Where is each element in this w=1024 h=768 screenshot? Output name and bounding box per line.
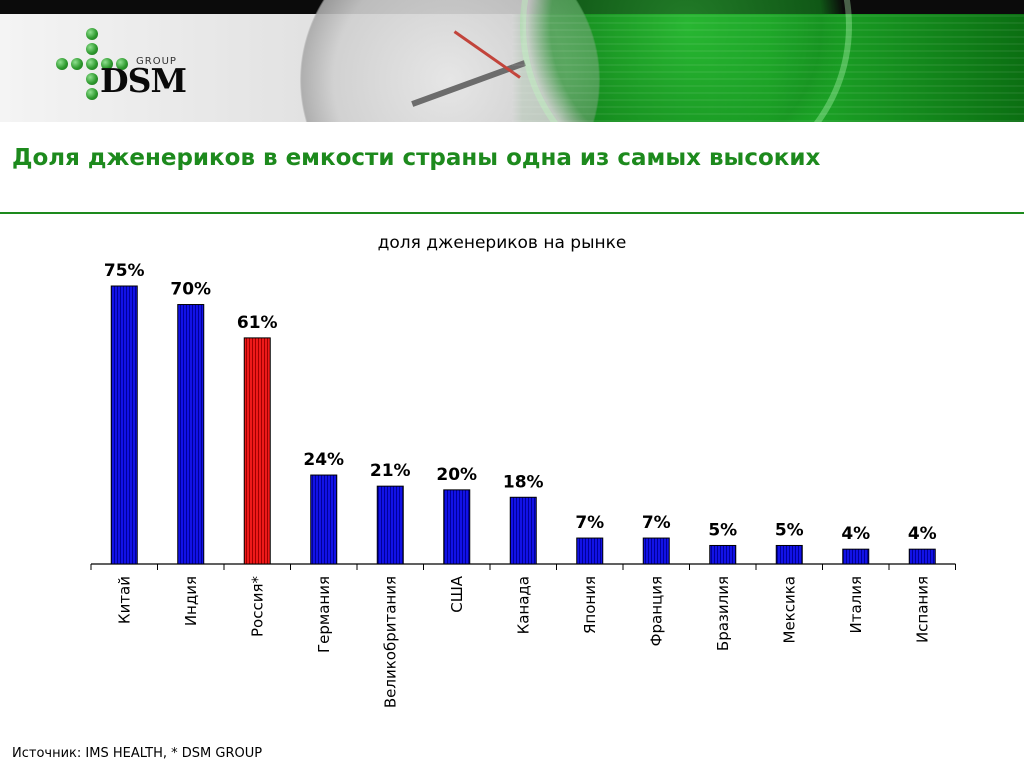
category-label: Канада <box>514 576 532 634</box>
bar-5 <box>376 485 404 565</box>
logo-text: DSM <box>100 61 187 100</box>
category-label: Германия <box>315 576 333 653</box>
data-label: 21% <box>370 461 411 481</box>
source-note: Источник: IMS HEALTH, * DSM GROUP <box>12 746 263 761</box>
category-label: Китай <box>115 576 133 624</box>
data-label: 24% <box>303 450 344 470</box>
logo-dot <box>86 28 98 40</box>
category-label: Великобритания <box>381 576 399 708</box>
bar-1 <box>110 285 138 565</box>
category-label: США <box>448 575 466 613</box>
category-label: Испания <box>913 576 931 643</box>
data-label: 70% <box>170 280 211 300</box>
category-label: Индия <box>182 576 200 626</box>
bar-8 <box>576 537 604 565</box>
logo-group-text: GROUP <box>136 56 177 67</box>
category-label: Франция <box>647 576 665 646</box>
data-label: 7% <box>575 513 604 533</box>
data-label: 4% <box>908 524 937 544</box>
logo-dot <box>116 58 128 70</box>
bar-9 <box>642 537 670 565</box>
data-label: 7% <box>642 513 671 533</box>
category-label: Бразилия <box>714 576 732 651</box>
header-stripes <box>512 14 1024 122</box>
chart-title: доля дженериков на рынке <box>377 233 627 253</box>
clock-image-right <box>520 0 852 122</box>
category-label: Япония <box>581 576 599 634</box>
dsm-logo: GROUP DSM <box>56 28 206 106</box>
logo-dot <box>86 88 98 100</box>
title-divider <box>0 212 1024 214</box>
data-label: 5% <box>775 520 804 540</box>
bar-10 <box>709 544 737 565</box>
logo-dot <box>56 58 68 70</box>
category-label: Россия* <box>248 576 266 637</box>
data-label: 18% <box>503 472 544 492</box>
category-label: Италия <box>847 576 865 634</box>
logo-dot <box>86 73 98 85</box>
bar-2 <box>177 304 205 565</box>
data-label: 75% <box>104 261 145 281</box>
logo-dot <box>71 58 83 70</box>
bar-6 <box>443 489 471 565</box>
bar-12 <box>842 548 870 565</box>
data-label: 20% <box>436 465 477 485</box>
header-banner: GROUP DSM <box>0 0 1024 122</box>
data-label: 5% <box>708 520 737 540</box>
logo-dot <box>86 43 98 55</box>
category-label: Мексика <box>780 576 798 643</box>
logo-dot <box>101 58 113 70</box>
bar-4 <box>310 474 338 565</box>
data-label: 61% <box>237 313 278 333</box>
data-label: 4% <box>841 524 870 544</box>
logo-dot <box>86 58 98 70</box>
bar-11 <box>775 544 803 565</box>
bar-7 <box>509 496 537 565</box>
bar-13 <box>908 548 936 565</box>
bar-3 <box>243 337 271 565</box>
slide-title: Доля дженериков в емкости страны одна из… <box>12 145 821 171</box>
